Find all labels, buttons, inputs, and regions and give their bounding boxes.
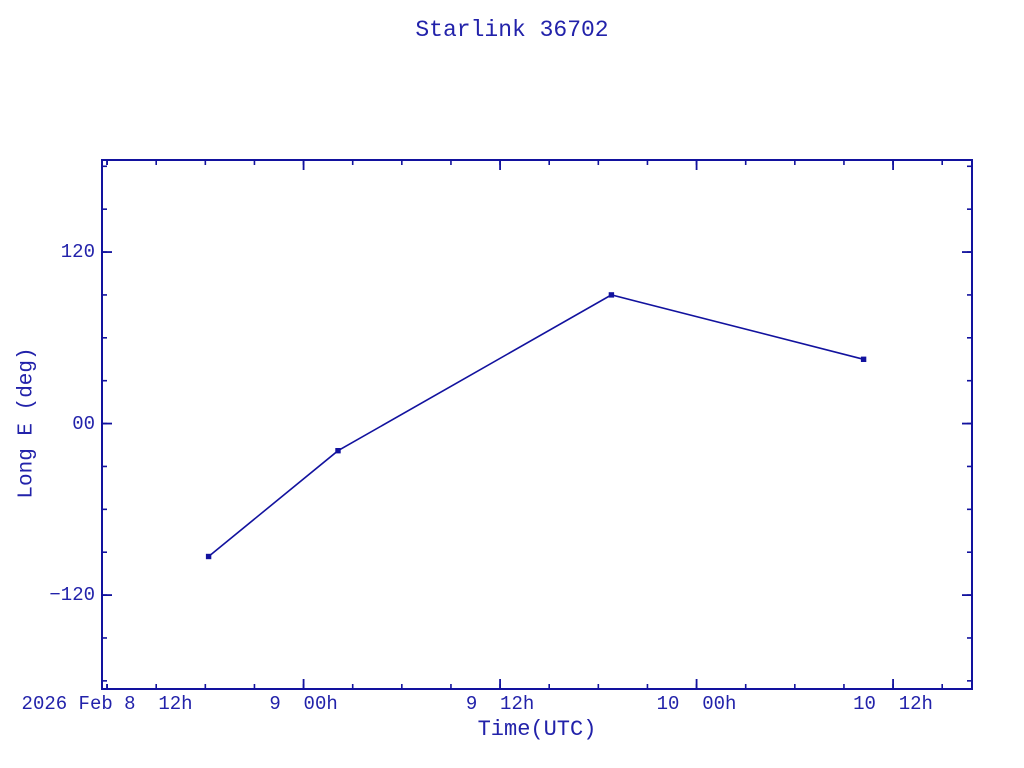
x-tick-label: 10 00h: [656, 693, 737, 715]
x-axis-title: Time(UTC): [477, 717, 597, 742]
data-point-marker: [335, 448, 341, 454]
data-point-marker: [608, 292, 615, 298]
x-tick-label: 9 00h: [269, 693, 338, 715]
y-tick-label: 00: [72, 412, 95, 435]
chart-title: Starlink 36702: [415, 17, 609, 43]
data-point-marker: [205, 553, 212, 560]
x-tick-label: 9 12h: [465, 693, 535, 715]
data-point-marker: [860, 356, 867, 362]
y-axis-title: Long E (deg): [15, 347, 39, 499]
x-tick-label: 10 12h: [853, 693, 933, 715]
y-tick-label: 120: [60, 241, 95, 264]
y-tick-label: −120: [49, 584, 95, 607]
x-tick-label: 2026 Feb 8 12h: [21, 693, 193, 715]
